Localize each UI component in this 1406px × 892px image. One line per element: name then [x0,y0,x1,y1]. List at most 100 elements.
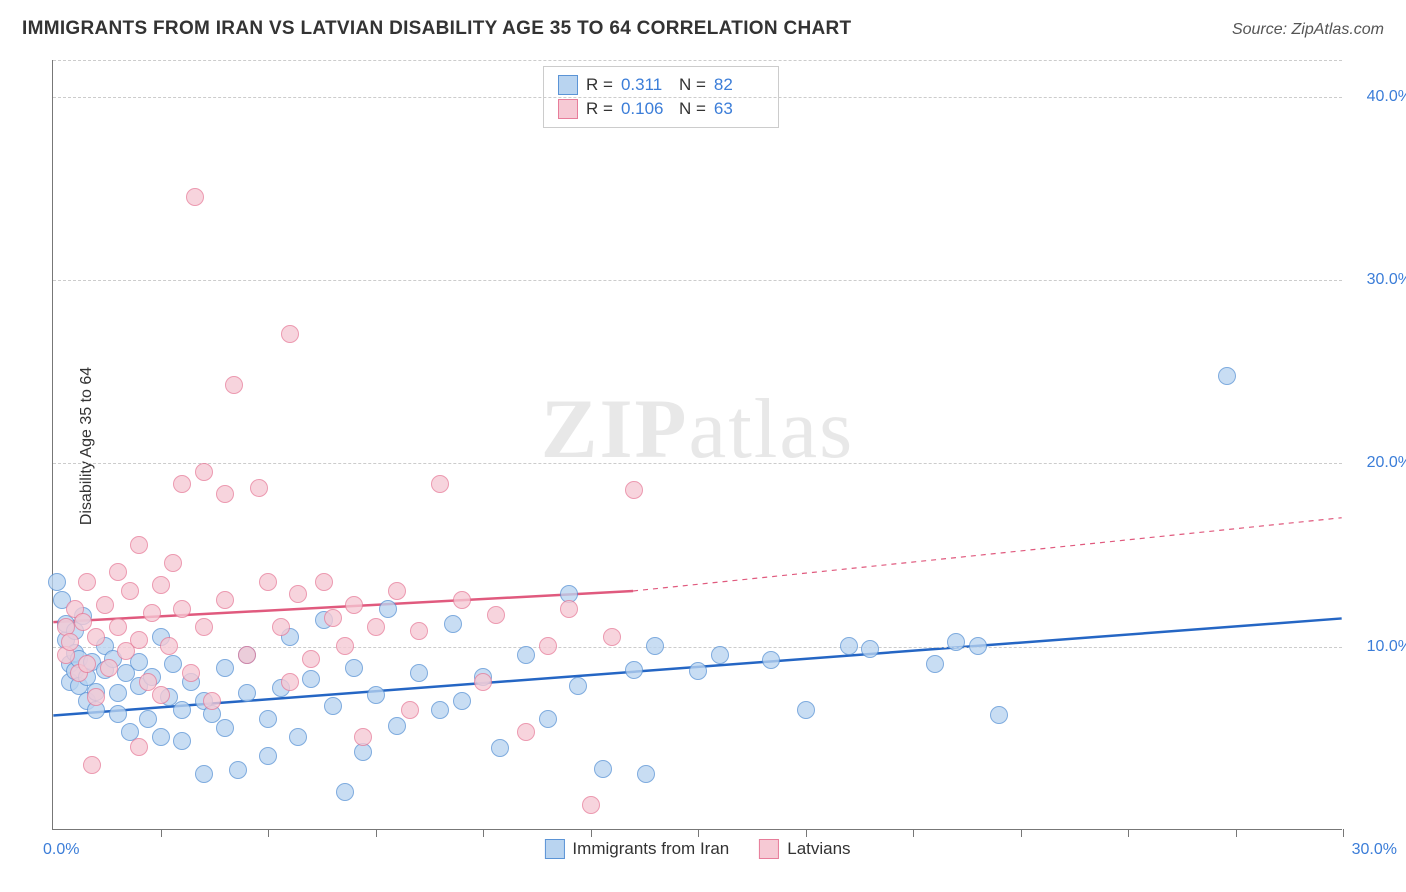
data-point [444,615,462,633]
data-point [272,618,290,636]
data-point [216,485,234,503]
data-point [216,659,234,677]
stat-value-n: 63 [714,99,764,119]
data-point [336,783,354,801]
x-tick [268,829,269,837]
data-point [130,631,148,649]
bottom-legend: Immigrants from Iran Latvians [544,839,850,859]
x-tick [806,829,807,837]
data-point [410,622,428,640]
grid-line [53,97,1342,98]
scatter-plot: ZIPatlas R =0.311N =82R =0.106N =63 Immi… [52,60,1342,830]
data-point [216,591,234,609]
x-tick [913,829,914,837]
stat-label-r: R = [586,75,613,95]
data-point [121,582,139,600]
data-point [539,637,557,655]
y-tick-label: 20.0% [1352,454,1406,472]
data-point [78,573,96,591]
data-point [164,554,182,572]
legend-stats-row: R =0.311N =82 [558,73,764,97]
data-point [83,756,101,774]
data-point [87,688,105,706]
stat-value-r: 0.311 [621,75,671,95]
data-point [152,728,170,746]
grid-line [53,60,1342,61]
legend-stats-row: R =0.106N =63 [558,97,764,121]
source-attribution: Source: ZipAtlas.com [1232,21,1384,39]
x-tick [1343,829,1344,837]
data-point [861,640,879,658]
grid-line [53,463,1342,464]
data-point [143,604,161,622]
data-point [474,673,492,691]
data-point [96,596,114,614]
data-point [173,732,191,750]
data-point [539,710,557,728]
data-point [160,637,178,655]
data-point [324,697,342,715]
x-tick [591,829,592,837]
data-point [195,463,213,481]
data-point [947,633,965,651]
data-point [74,613,92,631]
legend-swatch [558,99,578,119]
data-point [401,701,419,719]
data-point [491,739,509,757]
data-point [603,628,621,646]
data-point [345,659,363,677]
data-point [203,692,221,710]
data-point [646,637,664,655]
data-point [281,325,299,343]
data-point [195,765,213,783]
legend-swatch [544,839,564,859]
y-tick-label: 30.0% [1352,271,1406,289]
data-point [259,747,277,765]
data-point [238,646,256,664]
data-point [840,637,858,655]
data-point [152,576,170,594]
data-point [195,618,213,636]
data-point [289,728,307,746]
data-point [130,536,148,554]
stat-value-n: 82 [714,75,764,95]
data-point [229,761,247,779]
x-tick [698,829,699,837]
legend-label: Latvians [787,839,850,859]
data-point [78,655,96,673]
data-point [388,582,406,600]
bottom-legend-item: Latvians [759,839,850,859]
data-point [354,728,372,746]
data-point [302,650,320,668]
data-point [259,710,277,728]
data-point [569,677,587,695]
data-point [367,686,385,704]
y-tick-label: 40.0% [1352,88,1406,106]
data-point [173,475,191,493]
y-tick-label: 10.0% [1352,638,1406,656]
data-point [517,646,535,664]
data-point [431,701,449,719]
x-axis-max-label: 30.0% [1352,841,1397,859]
x-tick [1236,829,1237,837]
data-point [315,573,333,591]
data-point [594,760,612,778]
x-tick [483,829,484,837]
data-point [797,701,815,719]
data-point [689,662,707,680]
data-point [990,706,1008,724]
data-point [453,692,471,710]
data-point [289,585,307,603]
data-point [410,664,428,682]
data-point [109,563,127,581]
data-point [388,717,406,735]
legend-label: Immigrants from Iran [572,839,729,859]
data-point [259,573,277,591]
data-point [164,655,182,673]
data-point [87,628,105,646]
data-point [324,609,342,627]
data-point [130,738,148,756]
data-point [969,637,987,655]
legend-swatch [558,75,578,95]
x-tick [376,829,377,837]
